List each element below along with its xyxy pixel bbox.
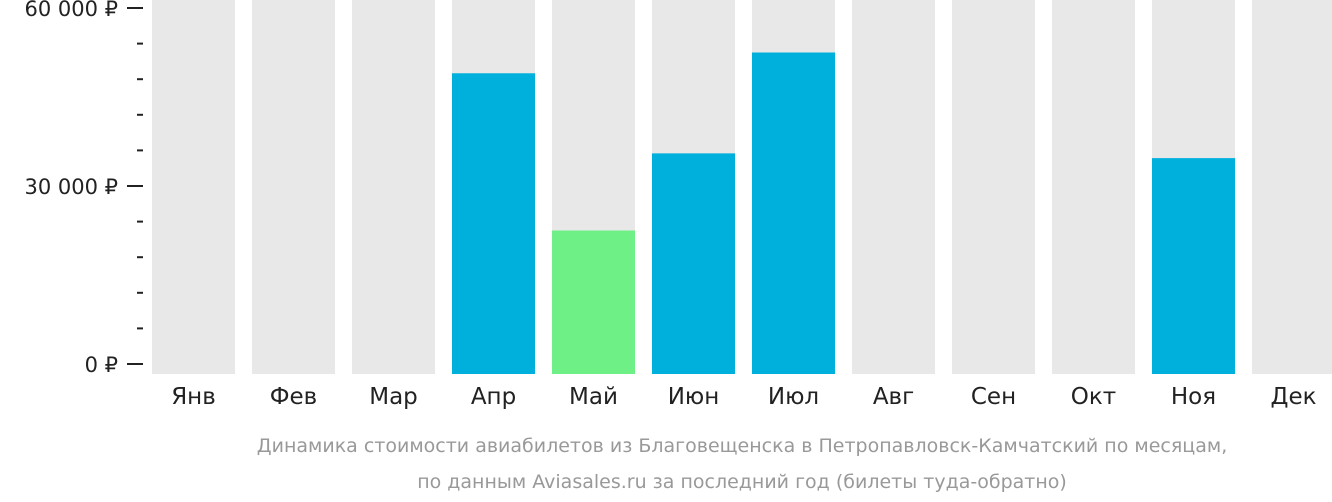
bar-11 — [1152, 158, 1235, 374]
background-bar-10 — [1052, 0, 1135, 374]
data-bars — [452, 52, 1235, 375]
x-tick-label-7: Июл — [768, 384, 819, 410]
x-tick-label-4: Апр — [471, 384, 516, 410]
chart-caption-line-2: по данным Aviasales.ru за последний год … — [417, 471, 1067, 493]
chart-caption-line-1: Динамика стоимости авиабилетов из Благов… — [257, 435, 1228, 457]
x-tick-label-5: Май — [569, 384, 618, 410]
bar-5 — [552, 230, 635, 374]
background-bar-3 — [352, 0, 435, 374]
y-tick-label-2: 30 000 ₽ — [24, 175, 118, 199]
x-tick-label-2: Фев — [270, 384, 318, 410]
x-tick-label-11: Ноя — [1171, 384, 1216, 410]
x-tick-label-6: Июн — [668, 384, 720, 410]
background-bar-1 — [152, 0, 235, 374]
x-tick-label-10: Окт — [1071, 384, 1116, 410]
y-tick-label-3: 60 000 ₽ — [24, 0, 118, 21]
x-tick-label-8: Авг — [873, 384, 914, 410]
background-bar-2 — [252, 0, 335, 374]
background-bar-12 — [1252, 0, 1332, 374]
x-tick-label-1: Янв — [171, 384, 216, 410]
x-axis: Янв Фев Мар Апр Май Июн Июл Авг Сен Окт Ноя Дек — [171, 384, 1316, 410]
bar-4 — [452, 73, 535, 375]
x-tick-label-3: Мар — [369, 384, 418, 410]
y-axis: 0 ₽ 30 000 ₽ 60 000 ₽ — [24, 0, 143, 377]
bar-7 — [752, 52, 835, 374]
background-bar-8 — [852, 0, 935, 374]
bar-6 — [652, 153, 735, 374]
x-tick-label-9: Сен — [971, 384, 1016, 410]
y-tick-label-1: 0 ₽ — [85, 353, 118, 377]
background-bar-9 — [952, 0, 1035, 374]
x-tick-label-12: Дек — [1270, 384, 1316, 410]
